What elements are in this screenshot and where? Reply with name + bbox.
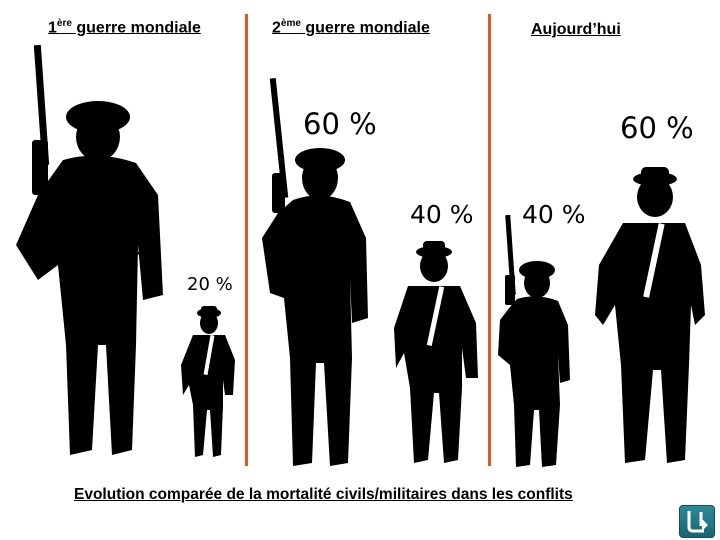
header-ww2-sup: ème [280,18,301,29]
soldier-silhouette-icon [262,78,368,467]
header-ww2: 2ème guerre mondiale [272,18,430,37]
header-today: Aujourd’hui [531,21,621,39]
soldier-silhouette-icon [498,214,570,467]
return-button[interactable] [679,505,715,538]
today-military-percentage: 40 % [522,200,586,229]
businessman-silhouette-icon [181,306,235,457]
soldier-silhouette-icon [16,44,163,456]
header-today-text: Aujourd’hui [531,21,621,38]
header-ww2-text: guerre mondiale [300,19,430,37]
today-civil-percentage: 60 % [620,111,694,145]
ww1-civil-percentage: 20 % [187,274,233,295]
ww2-civil-percentage: 40 % [410,200,474,229]
businessman-silhouette-icon [394,241,478,463]
businessman-silhouette-icon [595,167,705,463]
header-ww1-num: 1 [48,19,57,37]
separator-left [245,14,248,466]
header-ww1-sup: ère [56,18,72,29]
ww1-military-percentage: 80 % [54,222,146,263]
header-ww1-text: guerre mondiale [71,19,201,37]
header-ww2-num: 2 [272,19,281,37]
ww2-military-percentage: 60 % [303,107,377,141]
return-arrow-icon [687,511,708,533]
caption: Evolution comparée de la mortalité civil… [74,486,573,503]
header-ww1: 1ère guerre mondiale [48,18,201,37]
separator-right [488,14,491,466]
